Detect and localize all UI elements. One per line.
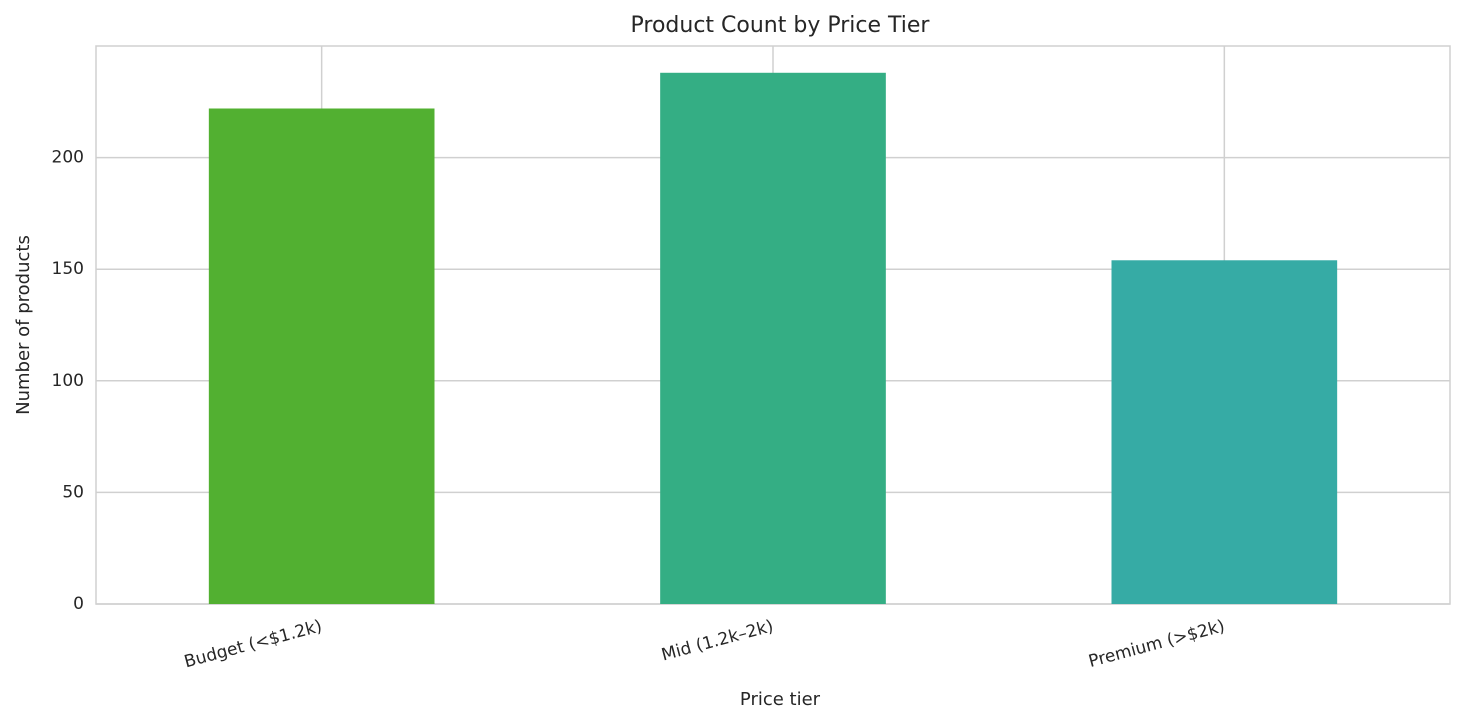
y-tick-label: 200 (52, 148, 84, 168)
x-tick-label: Budget (<$1.2k) (182, 616, 324, 672)
bar (660, 72, 886, 604)
y-axis-label: Number of products (13, 235, 34, 415)
chart-title: Product Count by Price Tier (631, 13, 931, 38)
y-tick-label: 50 (62, 482, 84, 502)
x-tick-label: Mid (1.2k–2k) (659, 616, 775, 665)
y-tick-label: 150 (52, 259, 84, 279)
y-tick-label: 0 (73, 594, 84, 614)
y-tick-label: 100 (52, 371, 84, 391)
x-axis-label: Price tier (740, 689, 821, 710)
bar (208, 108, 435, 604)
bar (1111, 260, 1338, 604)
x-tick-label: Premium (>$2k) (1086, 616, 1226, 672)
